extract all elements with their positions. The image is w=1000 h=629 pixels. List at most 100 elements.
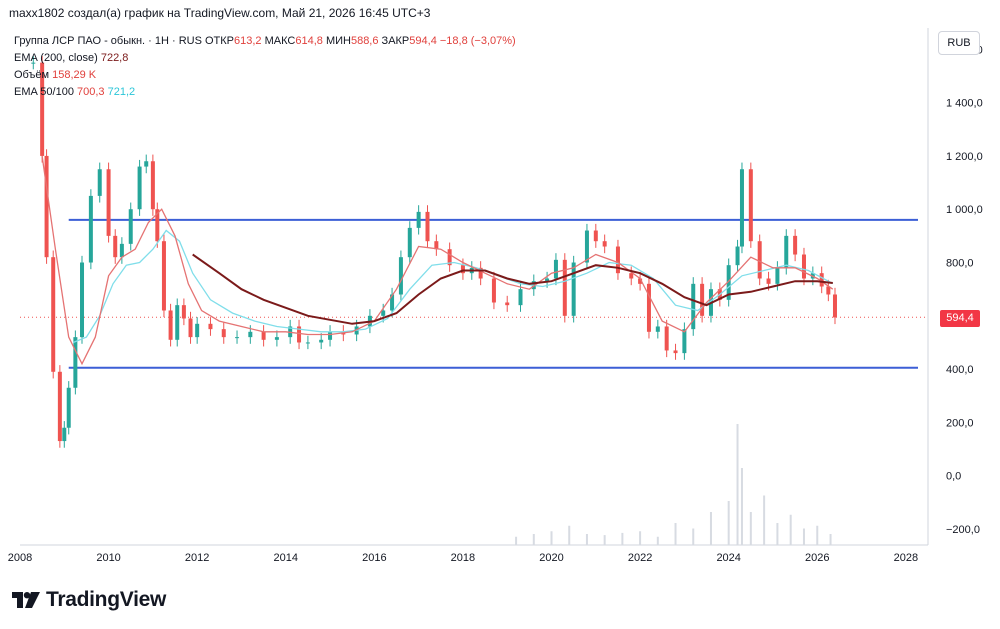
candle-body	[638, 278, 643, 284]
candle-body	[460, 265, 465, 274]
candle-body	[31, 62, 36, 64]
ema200-line	[192, 253, 833, 325]
instrument-name[interactable]: Группа ЛСР ПАО - обыкн. · 1Н · RUS	[14, 35, 202, 47]
close-value: 594,4	[409, 35, 437, 47]
volume-bar	[763, 495, 766, 545]
candle-body	[545, 278, 550, 282]
chart-legend: Группа ЛСР ПАО - обыкн. · 1Н · RUS ОТКР6…	[14, 33, 516, 101]
ema100-value: 721,2	[107, 86, 136, 98]
x-tick-label: 2016	[362, 552, 386, 564]
y-tick-label: 0,0	[946, 471, 961, 483]
candle-body	[478, 267, 483, 279]
candle-body	[181, 305, 186, 319]
candle-body	[235, 337, 240, 339]
candle-body	[297, 326, 302, 343]
candle-body	[44, 155, 49, 258]
candle-body	[416, 211, 421, 228]
candle-body	[425, 211, 430, 242]
candle-body	[407, 227, 412, 258]
candle-body	[748, 169, 753, 242]
candle-body	[188, 318, 193, 338]
candle-body	[655, 326, 660, 332]
x-tick-label: 2020	[539, 552, 563, 564]
volume-bar	[621, 532, 624, 545]
high-value: 614,8	[295, 35, 323, 47]
candle-body	[73, 337, 78, 388]
ema200-value: 722,8	[100, 52, 129, 64]
candle-body	[150, 161, 155, 210]
candle-body	[398, 257, 403, 295]
candle-body	[700, 283, 705, 316]
candle-body	[66, 387, 71, 428]
candle-body	[562, 259, 567, 316]
candle-body	[106, 169, 111, 236]
volume-bar	[802, 528, 805, 545]
brand-name: TradingView	[46, 588, 167, 611]
ema50-value: 700,3	[77, 86, 105, 98]
footer-branding: TradingView	[12, 588, 166, 612]
candle-body	[447, 249, 452, 266]
candle-body	[62, 427, 67, 442]
candle-body	[305, 342, 310, 344]
low-value: 588,6	[350, 35, 379, 47]
volume-bar	[692, 528, 695, 545]
candle-body	[274, 337, 279, 340]
x-tick-label: 2028	[894, 552, 918, 564]
candle-body	[832, 294, 837, 318]
candle-body	[505, 302, 510, 306]
y-tick-label: 1 400,0	[946, 98, 983, 110]
candle-body	[553, 259, 558, 279]
open-value: 613,2	[234, 35, 262, 47]
candle-body	[319, 339, 324, 343]
volume-bar	[736, 424, 739, 545]
candle-body	[664, 326, 669, 351]
candle-body	[390, 294, 395, 311]
candle-body	[593, 230, 598, 242]
open-label: ОТКР	[204, 35, 235, 47]
x-tick-label: 2018	[451, 552, 475, 564]
candle-body	[137, 166, 142, 210]
candle-body	[735, 246, 740, 266]
candle-body	[584, 230, 589, 263]
candle-body	[571, 262, 576, 316]
volume-bar	[740, 468, 743, 545]
legend-ema200-row[interactable]: EMA (200, close) 722,8	[14, 50, 516, 67]
candle-body	[602, 241, 607, 247]
candle-body	[819, 273, 824, 287]
volume-bar	[656, 536, 659, 545]
y-tick-label: 400,0	[946, 364, 974, 376]
currency-unit-button[interactable]: RUB	[938, 31, 980, 55]
x-tick-label: 2014	[274, 552, 298, 564]
candle-body	[646, 283, 651, 332]
low-label: МИН	[325, 35, 351, 47]
candle-body	[208, 323, 213, 330]
candle-body	[161, 241, 166, 311]
candle-body	[248, 331, 253, 338]
x-tick-label: 2010	[96, 552, 120, 564]
candle-body	[757, 241, 762, 279]
volume-bar	[639, 531, 642, 545]
tradingview-logo-icon	[12, 592, 40, 608]
candle-body	[801, 254, 806, 279]
candle-body	[328, 331, 333, 340]
candle-body	[784, 235, 789, 268]
candle-body	[113, 235, 118, 258]
ema50100-label: EMA 50/100	[14, 86, 74, 98]
candle-body	[80, 262, 85, 338]
candle-body	[434, 241, 439, 250]
candle-body	[726, 265, 731, 300]
candle-body	[155, 209, 160, 242]
legend-ema50100-row[interactable]: EMA 50/100 700,3 721,2	[14, 84, 516, 101]
candle-body	[88, 195, 93, 263]
ema50-line	[41, 155, 834, 366]
candle-body	[381, 310, 386, 316]
volume-bar	[829, 534, 832, 545]
volume-bar	[776, 523, 779, 545]
legend-volume-row[interactable]: Объём 158,29 K	[14, 67, 516, 84]
candle-body	[682, 329, 687, 354]
candle-body	[615, 246, 620, 274]
candle-body	[221, 329, 226, 338]
chart-caption: maxx1802 создал(а) график на TradingView…	[9, 6, 431, 20]
candle-body	[491, 278, 496, 303]
x-tick-label: 2026	[805, 552, 829, 564]
